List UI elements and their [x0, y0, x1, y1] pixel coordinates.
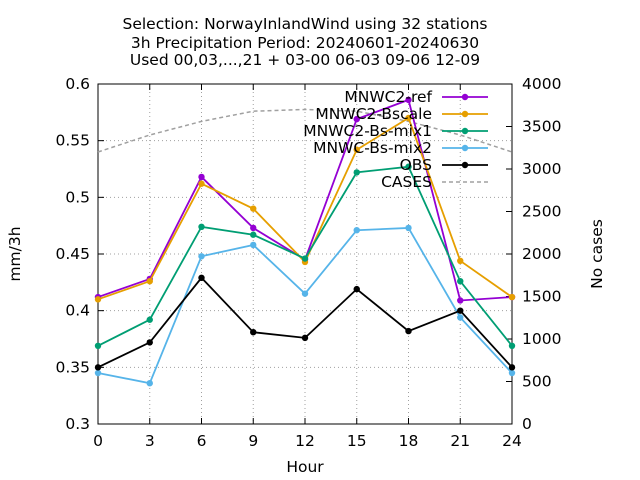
- y-tick-label: 0.55: [55, 132, 90, 150]
- title-line-3: Used 00,03,...,21 + 03-00 06-03 09-06 12…: [130, 51, 480, 69]
- x-tick-label: 21: [450, 432, 470, 450]
- legend: MNWC2-refMNWC2-BscaleMNWC2-Bs-mix1MNWC-B…: [303, 88, 488, 191]
- data-point-mnwc2-bscale: [250, 205, 257, 212]
- data-point-mnwc2-bscale: [146, 278, 153, 285]
- y2-tick-label: 0: [522, 415, 532, 433]
- data-point-mnwc-bs-mix2: [301, 290, 309, 297]
- series-line-mnwc-bs-mix2: [97, 227, 513, 385]
- x-tick-label: 0: [93, 432, 103, 450]
- y-tick-label: 0.35: [55, 358, 90, 376]
- data-point-mnwc2-bscale: [508, 293, 516, 301]
- y-tick-label: 0.45: [55, 245, 90, 263]
- data-point-mnwc-bs-mix2: [508, 369, 516, 377]
- x-tick-label: 12: [295, 432, 315, 450]
- data-point-mnwc2-ref: [353, 115, 360, 123]
- data-point-mnwc2-bs-mix1: [457, 278, 464, 285]
- data-point-mnwc2-bs-mix1: [301, 255, 309, 262]
- y2-tick-label: 2500: [522, 203, 561, 221]
- x-tick-label: 9: [248, 432, 258, 450]
- legend-label-mnwc-bs-mix2: MNWC-Bs-mix2: [313, 139, 432, 157]
- data-point-mnwc2-bs-mix1: [353, 169, 360, 176]
- title-line-1: Selection: NorwayInlandWind using 32 sta…: [123, 15, 488, 33]
- grid: [98, 84, 512, 424]
- data-point-obs: [508, 364, 516, 371]
- data-point-mnwc2-bscale: [198, 180, 205, 187]
- legend-marker-mnwc2-bs-mix1: [461, 127, 469, 135]
- y-tick-label: 0.5: [65, 188, 90, 206]
- x-tick-label: 6: [197, 432, 207, 450]
- data-point-mnwc2-ref: [457, 297, 464, 304]
- y-axis: 0.3 0.35 0.4 0.45 0.5 0.55 0.6: [55, 75, 104, 433]
- x-axis: 0 3 6 9 12 15 18 21 24: [93, 84, 522, 450]
- data-point-mnwc2-bs-mix1: [94, 342, 102, 349]
- data-point-mnwc-bs-mix2: [353, 227, 360, 234]
- legend-label-cases: CASES: [381, 173, 432, 191]
- x-tick-label: 18: [399, 432, 419, 450]
- data-point-mnwc-bs-mix2: [250, 241, 257, 249]
- data-point-mnwc2-bs-mix1: [508, 342, 516, 349]
- data-point-obs: [198, 274, 205, 281]
- data-point-mnwc-bs-mix2: [94, 369, 102, 377]
- data-point-mnwc2-ref: [405, 96, 412, 104]
- legend-marker-mnwc-bs-mix2: [461, 144, 469, 152]
- y2-tick-label: 1500: [522, 288, 561, 306]
- data-point-mnwc2-bs-mix1: [146, 316, 153, 323]
- data-point-obs: [301, 334, 309, 342]
- x-axis-label: Hour: [286, 458, 324, 476]
- data-point-obs: [94, 364, 102, 371]
- legend-label-mnwc2-bscale: MNWC2-Bscale: [315, 105, 432, 123]
- y-tick-label: 0.6: [65, 75, 90, 93]
- data-point-mnwc2-ref: [250, 224, 257, 232]
- data-point-mnwc2-bs-mix1: [405, 163, 412, 170]
- legend-label-mnwc2-ref: MNWC2-ref: [344, 88, 432, 106]
- legend-label-obs: OBS: [400, 156, 432, 174]
- x-tick-label: 15: [347, 432, 367, 450]
- data-point-mnwc2-bs-mix1: [250, 231, 257, 238]
- x-tick-label: 24: [502, 432, 522, 450]
- y2-tick-label: 3000: [522, 160, 561, 178]
- x-tick-label: 3: [145, 432, 155, 450]
- data-point-mnwc-bs-mix2: [146, 380, 153, 387]
- y-tick-label: 0.4: [65, 302, 90, 320]
- y2-tick-label: 4000: [522, 75, 561, 93]
- y2-tick-label: 3500: [522, 118, 561, 136]
- y2-axis: 0 500 1000 1500 2000 2500 3000 3500 4000: [506, 75, 561, 433]
- legend-marker-mnwc2-ref: [461, 93, 469, 101]
- data-point-mnwc2-bscale: [94, 296, 102, 303]
- y-tick-label: 0.3: [65, 415, 90, 433]
- y2-axis-label: No cases: [588, 219, 606, 289]
- series-lines: [94, 96, 516, 387]
- data-point-mnwc2-bscale: [405, 114, 412, 122]
- legend-marker-mnwc2-bscale: [461, 110, 469, 118]
- legend-marker-obs: [461, 161, 469, 169]
- data-point-obs: [353, 285, 360, 293]
- data-point-obs: [146, 339, 153, 346]
- legend-label-mnwc2-bs-mix1: MNWC2-Bs-mix1: [303, 122, 432, 140]
- data-point-mnwc-bs-mix2: [405, 224, 412, 232]
- data-point-mnwc2-bscale: [457, 257, 464, 264]
- data-point-obs: [457, 307, 464, 314]
- data-point-mnwc2-ref: [198, 173, 205, 181]
- y2-tick-label: 2000: [522, 245, 561, 263]
- data-point-mnwc2-bs-mix1: [198, 223, 205, 230]
- data-point-obs: [405, 327, 412, 335]
- y-axis-label: mm/3h: [6, 226, 24, 281]
- y2-tick-label: 1000: [522, 330, 561, 348]
- y2-tick-label: 500: [522, 373, 552, 391]
- data-point-obs: [250, 329, 257, 336]
- data-point-mnwc-bs-mix2: [198, 253, 205, 260]
- data-point-mnwc-bs-mix2: [457, 314, 464, 321]
- title-line-2: 3h Precipitation Period: 20240601-202406…: [131, 34, 479, 52]
- chart-title: Selection: NorwayInlandWind using 32 sta…: [123, 15, 488, 69]
- data-point-mnwc2-bscale: [353, 146, 360, 153]
